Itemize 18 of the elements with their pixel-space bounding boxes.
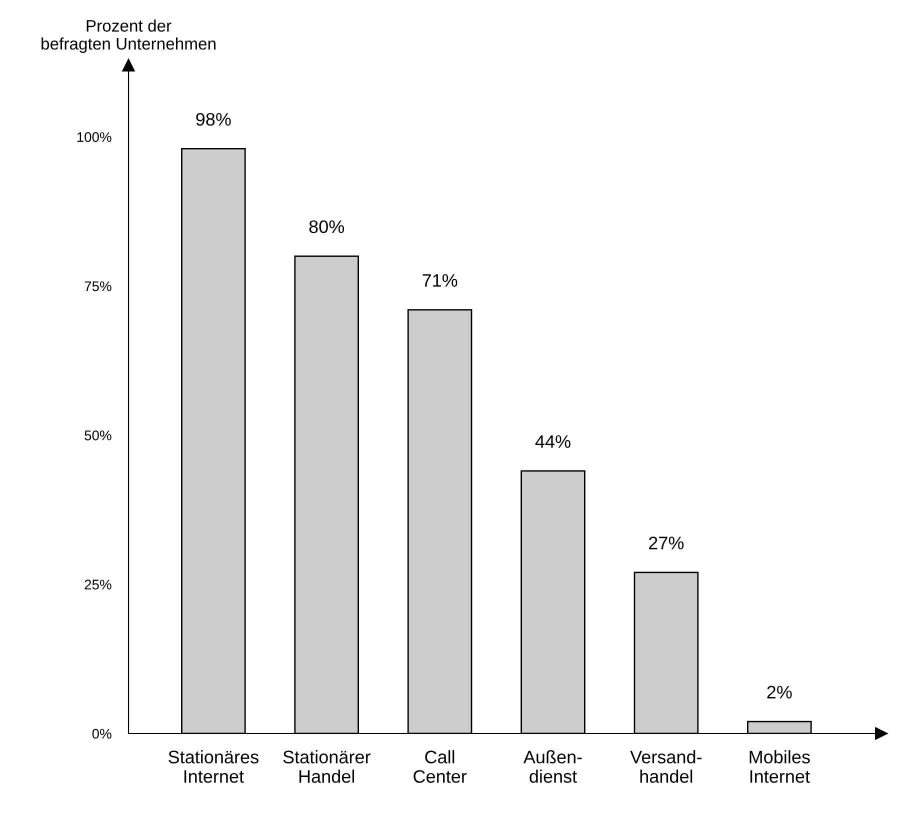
data-label: 98% — [196, 112, 231, 126]
y-axis-title: Prozent der befragten Unternehmen — [42, 19, 216, 53]
x-tick-label: Versand- handel — [630, 750, 702, 783]
y-tick-label: 0% — [92, 728, 112, 739]
x-tick-label: Außen- dienst — [523, 750, 582, 783]
x-tick-label: Call Center — [414, 750, 467, 783]
data-label: 27% — [649, 536, 684, 550]
y-tick-label: 75% — [84, 281, 112, 292]
y-tick-label: 100% — [77, 132, 112, 142]
data-label: 2% — [767, 686, 792, 698]
x-tick-label: Stationärer Handel — [283, 750, 370, 783]
data-label: 80% — [309, 220, 344, 234]
y-tick-label: 25% — [84, 580, 112, 590]
x-tick-label: Mobiles Internet — [750, 750, 810, 783]
data-label: 71% — [422, 274, 458, 287]
y-tick-label: 50% — [84, 430, 112, 440]
x-tick-label: Stationäres Internet — [168, 750, 258, 783]
data-label: 44% — [535, 435, 570, 448]
